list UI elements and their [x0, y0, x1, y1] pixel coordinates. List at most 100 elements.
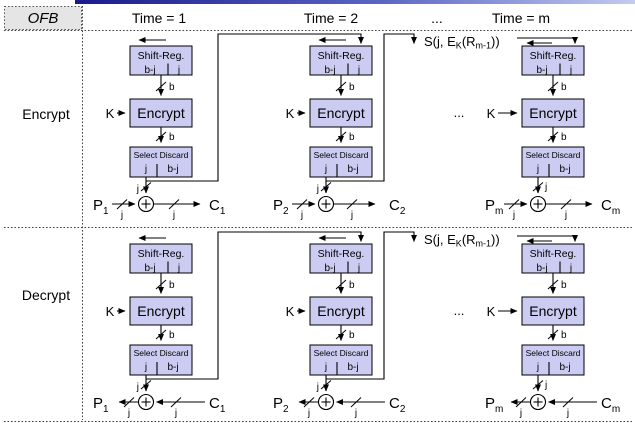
plaintext-label: P1	[93, 395, 109, 415]
encrypt-box-label: Encrypt	[317, 303, 365, 319]
mode-label: OFB	[28, 10, 59, 27]
select-discard-label: Select Discard	[526, 150, 581, 160]
ciphertext-output-arrow: j	[153, 199, 201, 221]
svg-text:b: b	[349, 82, 355, 93]
reg-left-bits: b-j	[144, 65, 155, 76]
ciphertext-label: Cm	[601, 395, 620, 415]
sel-left-bits: j	[144, 164, 147, 175]
encrypt-box-label: Encrypt	[137, 105, 185, 121]
sel-right-bits: b-j	[167, 362, 178, 373]
plaintext-output-arrow: j	[510, 397, 531, 419]
shift-register-box	[309, 243, 373, 274]
bus-reg-to-encrypt: b	[155, 75, 175, 96]
reg-left-bits: b-j	[144, 263, 155, 274]
svg-text:K: K	[106, 304, 115, 319]
xor-node	[529, 195, 547, 213]
ellipsis-before-key: ...	[454, 303, 465, 318]
header-ellipsis: ...	[431, 10, 443, 26]
svg-text:j: j	[300, 210, 303, 221]
shift-register-box	[521, 243, 585, 274]
feedback-to-next-stage	[146, 231, 364, 380]
unit-encrypt-time2: Shift-Reg. b-j j b Encrypt K b Select Di…	[273, 33, 417, 221]
svg-text:K: K	[106, 106, 115, 121]
sel-left-bits: j	[536, 362, 539, 373]
svg-text:j: j	[566, 408, 569, 419]
ciphertext-label: C2	[389, 197, 406, 217]
plaintext-label: P2	[273, 197, 289, 217]
unit-decrypt-time1: Shift-Reg. b-j j b Encrypt K b Select Di…	[93, 231, 364, 419]
svg-text:j: j	[136, 382, 139, 393]
shift-register-label: Shift-Reg.	[138, 50, 185, 62]
key-input: K	[106, 304, 126, 319]
sel-right-bits: b-j	[559, 164, 570, 175]
reg-left-bits: b-j	[536, 65, 547, 76]
ciphertext-output-arrow: j	[545, 199, 593, 221]
reg-right-bits: j	[177, 263, 180, 274]
ciphertext-input-arrow: j	[156, 397, 205, 419]
key-input: K	[487, 106, 518, 121]
encrypt-box-label: Encrypt	[529, 303, 577, 319]
header-time-m: Time = m	[492, 10, 550, 26]
svg-text:b: b	[561, 280, 567, 291]
svg-text:b: b	[169, 82, 175, 93]
select-discard-label: Select Discard	[314, 348, 369, 358]
key-input: K	[286, 106, 306, 121]
bus-select-to-xor: j	[532, 177, 547, 194]
shift-register-box	[129, 45, 193, 76]
reg-right-bits: j	[569, 263, 572, 274]
svg-text:j: j	[512, 210, 515, 221]
plaintext-output-arrow: j	[118, 397, 139, 419]
encrypt-box-label: Encrypt	[137, 303, 185, 319]
svg-text:j: j	[136, 184, 139, 195]
select-discard-label: Select Discard	[134, 150, 189, 160]
shift-register-box	[521, 45, 585, 76]
ciphertext-output-arrow: j	[333, 199, 376, 221]
svg-text:j: j	[127, 408, 130, 419]
sel-right-bits: b-j	[167, 164, 178, 175]
bus-encrypt-to-select: b	[335, 325, 355, 341]
mode-cell	[4, 6, 82, 30]
svg-text:j: j	[564, 210, 567, 221]
reg-left-bits: b-j	[536, 263, 547, 274]
row-label-encrypt: Encrypt	[22, 106, 70, 122]
unit-decrypt-timem: Shift-Reg. b-j j b Encrypt ... K b Selec…	[454, 235, 620, 419]
xor-node	[137, 393, 155, 411]
header-time-2: Time = 2	[304, 10, 359, 26]
ciphertext-label: C1	[209, 197, 226, 217]
reg-left-bits: b-j	[324, 263, 335, 274]
svg-text:j: j	[354, 408, 357, 419]
reg-left-bits: b-j	[324, 65, 335, 76]
encrypt-box	[521, 98, 585, 128]
bus-reg-to-encrypt: b	[335, 75, 355, 96]
sel-left-bits: j	[536, 164, 539, 175]
plaintext-label: P2	[273, 395, 289, 415]
select-discard-box	[309, 344, 373, 376]
bus-encrypt-to-select: b	[547, 325, 567, 341]
plaintext-label: Pm	[485, 197, 503, 217]
key-input: K	[487, 304, 518, 319]
sel-right-bits: b-j	[347, 362, 358, 373]
svg-text:b: b	[561, 132, 567, 143]
svg-text:b: b	[349, 280, 355, 291]
bus-reg-to-encrypt: b	[335, 273, 355, 294]
bus-select-to-xor: j	[136, 375, 152, 393]
accent-bar	[75, 0, 635, 4]
sel-left-bits: j	[324, 362, 327, 373]
svg-text:j: j	[544, 182, 547, 193]
select-discard-label: Select Discard	[134, 348, 189, 358]
svg-text:j: j	[519, 408, 522, 419]
header-time-1: Time = 1	[132, 10, 187, 26]
shift-register-label: Shift-Reg.	[530, 248, 577, 260]
bus-select-to-xor: j	[532, 375, 547, 392]
select-discard-box	[309, 146, 373, 178]
select-discard-label: Select Discard	[526, 348, 581, 358]
select-discard-box	[521, 344, 585, 376]
svg-text:j: j	[316, 382, 319, 393]
bus-select-to-xor: j	[316, 375, 332, 393]
shift-register-box	[309, 45, 373, 76]
ellipsis-before-key: ...	[454, 105, 465, 120]
encrypt-box	[309, 98, 373, 128]
ciphertext-input-arrow: j	[548, 397, 597, 419]
svg-text:j: j	[120, 210, 123, 221]
reg-right-bits: j	[177, 65, 180, 76]
